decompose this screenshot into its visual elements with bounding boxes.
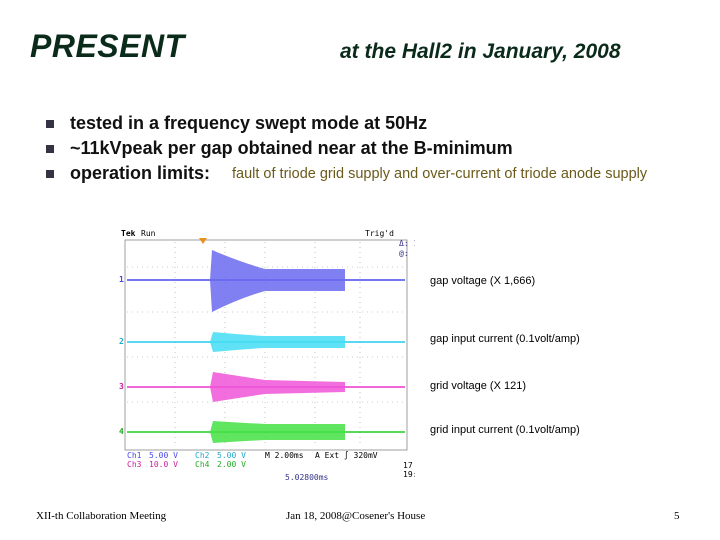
channel-marker: 2 bbox=[119, 337, 124, 346]
scope-grid bbox=[127, 242, 405, 447]
page-number: 5 bbox=[674, 510, 680, 522]
scope-state: Run bbox=[141, 229, 156, 238]
scope-readout: A Ext ∫ 320mV bbox=[315, 451, 378, 460]
scope-position: 5.02800ms bbox=[285, 473, 329, 482]
title: PRESENT bbox=[30, 28, 185, 64]
scope-readout: 5.00 V bbox=[217, 451, 246, 460]
scope-delta: Δ: 13.2 V bbox=[399, 239, 415, 248]
bullet-marker bbox=[46, 145, 54, 153]
scope-readout: Ch3 bbox=[127, 460, 142, 469]
trace-annotation: grid voltage (X 121) bbox=[430, 380, 526, 392]
trace-annotation: gap input current (0.1volt/amp) bbox=[430, 333, 580, 345]
channel-marker: 3 bbox=[119, 382, 124, 391]
trace-green bbox=[127, 421, 405, 443]
bullet-text: operation limits: bbox=[70, 163, 210, 184]
bullet-text: ~11kVpeak per gap obtained near at the B… bbox=[70, 138, 513, 158]
scope-brand: Tek bbox=[121, 229, 136, 238]
scope-time: 19:24:16 bbox=[403, 470, 415, 479]
scope-readout: 2.00 V bbox=[217, 460, 246, 469]
trace-cyan bbox=[127, 332, 405, 352]
bullet-marker bbox=[46, 120, 54, 128]
trace-annotation: gap voltage (X 1,666) bbox=[430, 275, 536, 287]
scope-date: 17 Jan 2008 bbox=[403, 461, 415, 470]
channel-marker: 1 bbox=[119, 275, 124, 284]
bullet-marker bbox=[46, 170, 54, 178]
scope-readout: Ch4 bbox=[195, 460, 210, 469]
scope-readout: 10.0 V bbox=[149, 460, 178, 469]
scope-border bbox=[124, 239, 408, 451]
bullet-text: tested in a frequency swept mode at 50Hz bbox=[70, 113, 428, 133]
footer-left: XII-th Collaboration Meeting bbox=[36, 510, 167, 522]
scope-trigger: Trig'd bbox=[365, 229, 394, 238]
scope-at: @: -5.90 V bbox=[399, 249, 415, 258]
oscilloscope: Tek Run Trig'd Δ: 13.2 V @: -5.90 V 1 2 … bbox=[115, 222, 415, 484]
scope-readout: 5.00 V bbox=[149, 451, 178, 460]
scope-readout: Ch2 bbox=[195, 451, 210, 460]
trigger-marker bbox=[199, 238, 207, 244]
trace-magenta bbox=[127, 372, 405, 402]
subtitle: at the Hall2 in January, 2008 bbox=[340, 40, 621, 63]
channel-marker: 4 bbox=[119, 427, 124, 436]
footer-center: Jan 18, 2008@Cosener's House bbox=[286, 510, 426, 522]
scope-readout: Ch1 bbox=[127, 451, 142, 460]
bullet-detail: fault of triode grid supply and over-cur… bbox=[232, 166, 648, 182]
scope-readout: M 2.00ms bbox=[265, 451, 304, 460]
trace-blue bbox=[127, 250, 405, 312]
bullet-text: operation limits: bbox=[70, 163, 211, 183]
trace-annotation: grid input current (0.1volt/amp) bbox=[430, 424, 580, 436]
